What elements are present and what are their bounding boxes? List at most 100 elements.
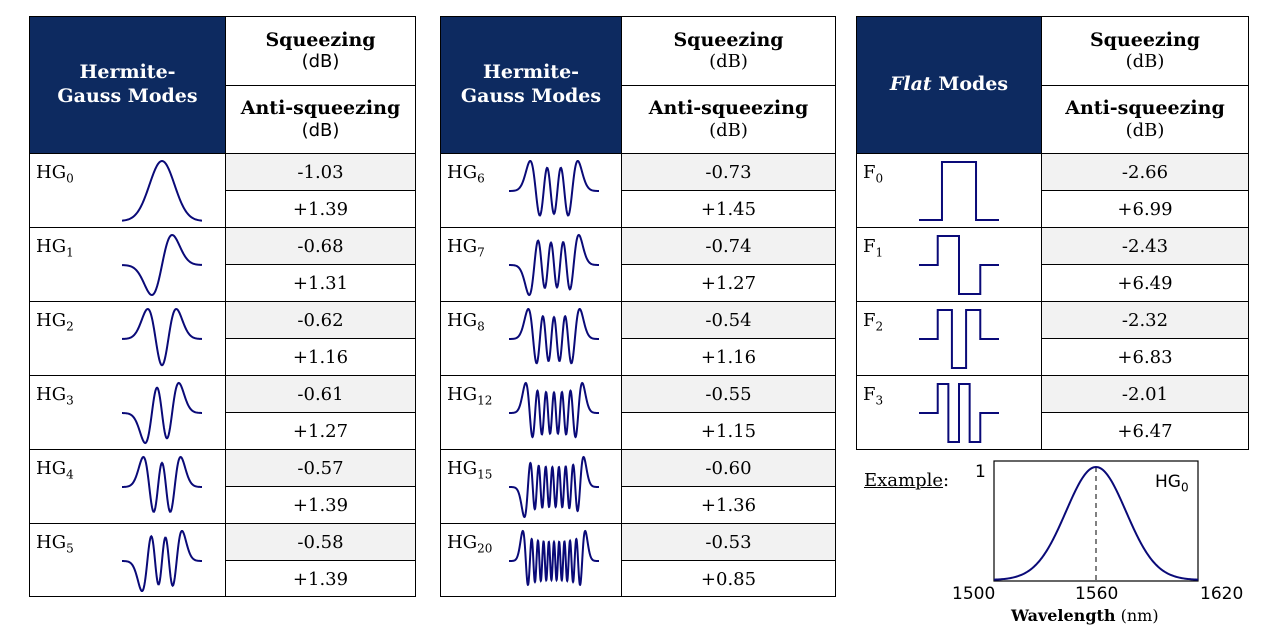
header-squeezing: Squeezing (dB) — [1042, 17, 1248, 86]
mode-label-sub: 0 — [1180, 480, 1189, 495]
mode-label-sub: 5 — [66, 541, 74, 556]
value-cells: -0.73 +1.45 — [622, 154, 835, 227]
waveform-curve — [122, 307, 202, 367]
waveform-curve — [509, 455, 599, 519]
anti-squeezing-title: Anti-squeezing — [1065, 97, 1225, 120]
mode-label-sub: 1 — [875, 245, 884, 260]
mode-label: HG20 — [447, 532, 492, 556]
squeezing-value: -0.61 — [226, 376, 415, 413]
mode-label: HG8 — [447, 310, 485, 334]
header-squeezing: Squeezing (dB) — [226, 17, 415, 86]
mode-label-text: HG — [36, 310, 67, 331]
anti-squeezing-value: +1.45 — [700, 198, 757, 220]
mode-label-text: HG — [447, 384, 478, 405]
mode-label-text: F — [863, 384, 876, 405]
mode-label: HG5 — [36, 532, 74, 556]
value-cells: -2.43 +6.49 — [1042, 228, 1248, 301]
flat-mode-waveform — [919, 235, 999, 295]
header-values: Squeezing (dB) Anti-squeezing (dB) — [622, 17, 835, 153]
mode-label-text: HG — [447, 236, 478, 257]
header-modes-text: Hermite-Gauss Modes — [460, 61, 602, 107]
x-axis-label-bold: Wavelength — [1011, 606, 1116, 625]
squeezing-title: Squeezing — [673, 28, 784, 51]
anti-squeezing-value: +1.27 — [700, 272, 757, 294]
squeezing-unit: (dB) — [1125, 51, 1165, 73]
mode-label: F1 — [863, 236, 883, 260]
squeezing-unit: (dB) — [709, 51, 748, 73]
mode-cell: HG12 — [441, 376, 622, 449]
example-word: Example — [864, 470, 944, 491]
mode-label-sub: 4 — [66, 467, 74, 482]
waveform-curve — [919, 383, 999, 443]
mode-label-text: HG — [447, 162, 478, 183]
hermite-gauss-waveform — [509, 159, 599, 217]
mode-label-text: HG — [36, 458, 67, 479]
squeezing-value: -2.43 — [1042, 228, 1248, 265]
mode-label-text: F — [863, 236, 876, 257]
example-colon: : — [943, 470, 950, 491]
value-cells: -0.62 +1.16 — [226, 302, 415, 375]
mode-label: HG2 — [36, 310, 74, 334]
mode-label-sub: 20 — [477, 541, 493, 556]
squeezing-value: -0.60 — [622, 450, 835, 487]
squeezing-value: -0.58 — [226, 524, 415, 561]
hermite-gauss-waveform — [509, 381, 599, 439]
flat-mode-waveform — [919, 161, 999, 221]
mode-label-text: HG — [1155, 472, 1181, 492]
table-row: HG20 -0.53 +0.85 — [441, 523, 835, 597]
table-row: HG8 -0.54 +1.16 — [441, 301, 835, 375]
squeezing-value: -2.01 — [1042, 376, 1248, 413]
header-values: Squeezing (dB) Anti-squeezing (dB) — [226, 17, 415, 153]
mode-label: HG15 — [447, 458, 492, 482]
mode-label-text: HG — [447, 310, 478, 331]
anti-squeezing-value: +1.39 — [292, 494, 349, 516]
example-label: Example: — [864, 470, 949, 491]
mode-label-text: HG — [36, 532, 67, 553]
hermite-gauss-waveform — [122, 307, 202, 367]
mode-label-sub: 12 — [477, 393, 493, 408]
mode-label: HG7 — [447, 236, 485, 260]
mode-cell: HG2 — [30, 302, 226, 375]
mode-label-sub: 3 — [875, 393, 884, 408]
hermite-gauss-waveform — [509, 529, 599, 587]
hermite-gauss-waveform — [509, 233, 599, 297]
waveform-curve — [122, 529, 202, 593]
mode-label-sub: 6 — [477, 171, 485, 186]
flat-italic: Flat — [889, 73, 932, 96]
mode-label-sub: 1 — [66, 245, 74, 260]
anti-squeezing-value: +1.16 — [292, 346, 349, 368]
hermite-gauss-waveform — [122, 455, 202, 513]
hermite-gauss-waveform — [122, 233, 202, 297]
value-cells: -0.55 +1.15 — [622, 376, 835, 449]
hermite-gauss-waveform — [509, 455, 599, 519]
value-cells: -0.58 +1.39 — [226, 524, 415, 597]
value-cells: -0.61 +1.27 — [226, 376, 415, 449]
hermite-gauss-waveform — [122, 529, 202, 593]
mode-label: HG3 — [36, 384, 74, 408]
value-cells: -2.66 +6.99 — [1042, 154, 1248, 227]
mode-label: HG1 — [36, 236, 74, 260]
x-tick-1620: 1620 — [1200, 584, 1244, 604]
mode-cell: HG1 — [30, 228, 226, 301]
mode-label-text: F — [863, 162, 876, 183]
table-row: HG7 -0.74 +1.27 — [441, 227, 835, 301]
mode-label-sub: 15 — [477, 467, 493, 482]
squeezing-value: -0.68 — [226, 228, 415, 265]
anti-squeezing-value: +0.85 — [700, 568, 757, 590]
flat-mode-waveform — [919, 383, 999, 443]
header-anti-squeezing: Anti-squeezing (dB) — [622, 86, 835, 154]
mode-cell: F0 — [857, 154, 1042, 227]
value-cells: -0.53 +0.85 — [622, 524, 835, 597]
waveform-curve — [919, 235, 999, 295]
anti-squeezing-value: +1.31 — [292, 272, 349, 294]
squeezing-value: -0.53 — [622, 524, 835, 561]
header-anti-squeezing: Anti-squeezing (dB) — [226, 86, 415, 154]
header-values: Squeezing (dB) Anti-squeezing (dB) — [1042, 17, 1248, 153]
mode-cell: HG15 — [441, 450, 622, 523]
squeezing-value: -0.62 — [226, 302, 415, 339]
table-hermite-gauss-2: Hermite-Gauss Modes Squeezing (dB) Anti-s… — [440, 16, 836, 597]
anti-squeezing-title: Anti-squeezing — [648, 97, 809, 120]
modes-word: Modes — [931, 73, 1009, 96]
anti-squeezing-value: +1.27 — [292, 420, 349, 442]
mode-cell: HG6 — [441, 154, 622, 227]
